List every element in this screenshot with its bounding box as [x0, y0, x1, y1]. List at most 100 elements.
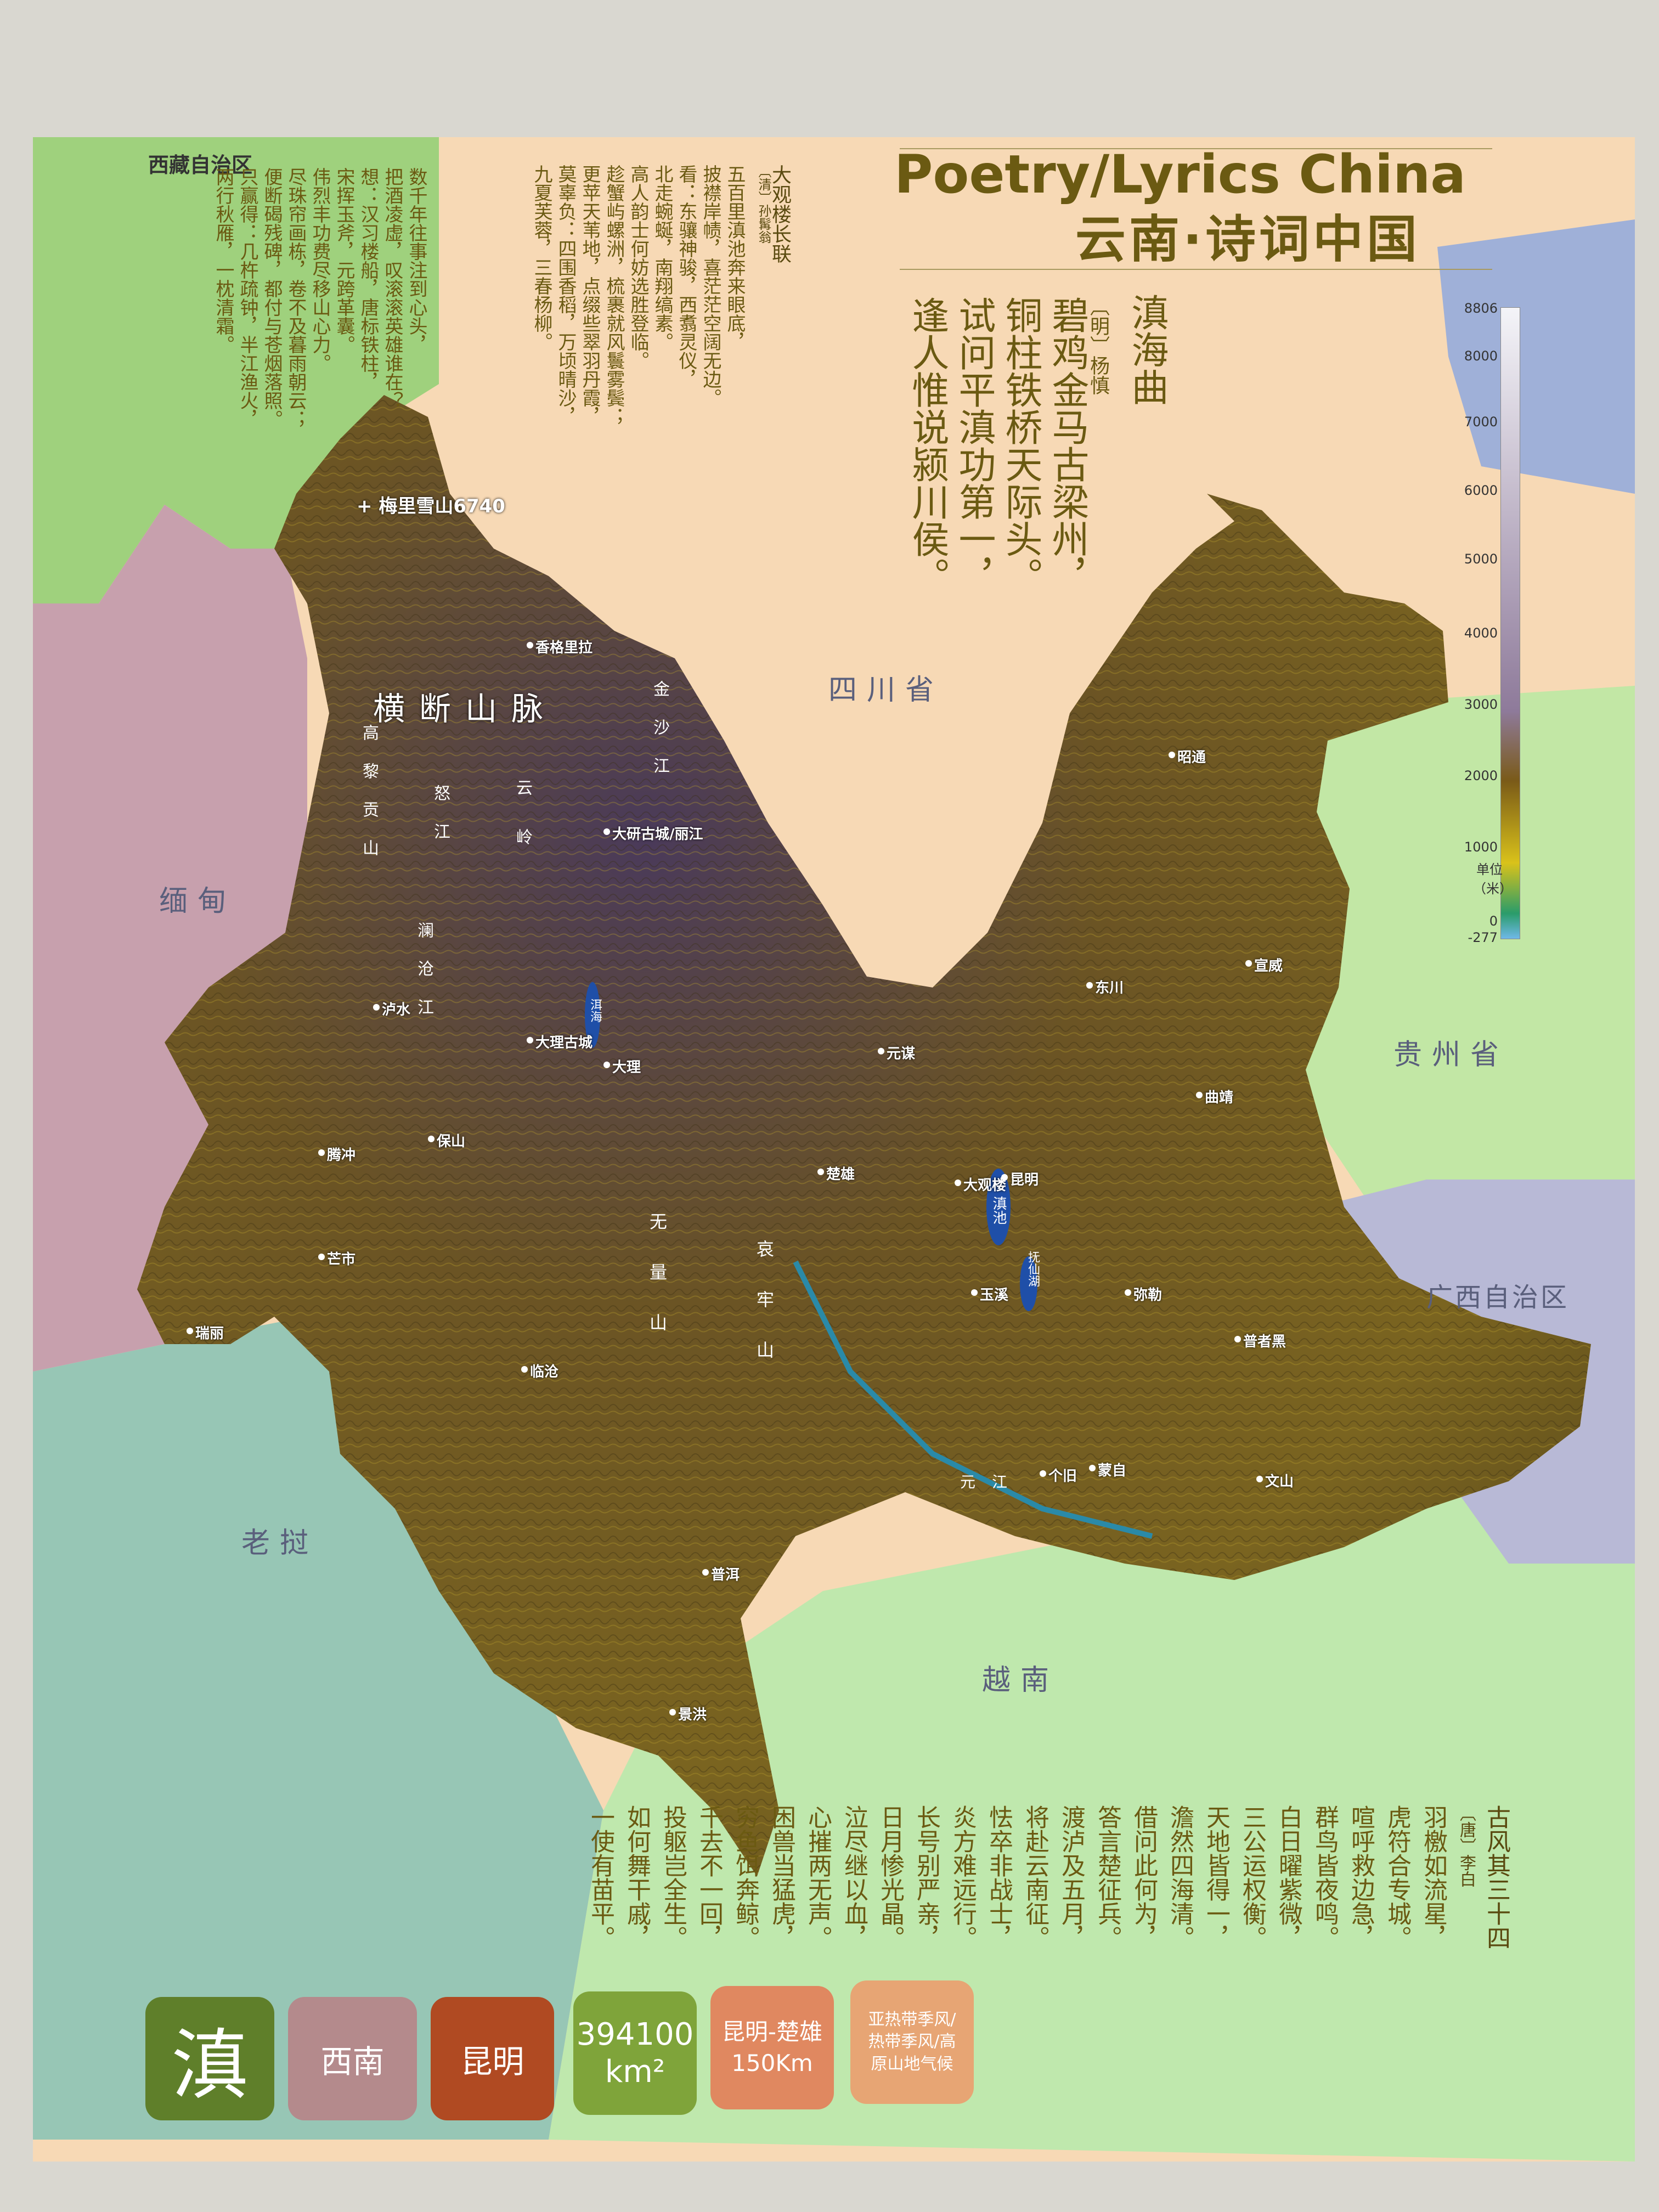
poem-daguanlou-line: 看：东骧神骏，西翥灵仪， — [675, 165, 697, 388]
poem-daguanlou-line: 五百里滇池奔来眼底， — [724, 165, 746, 351]
label-vietnam: 越南 — [982, 1664, 1059, 1697]
city-dot — [1001, 1174, 1008, 1181]
city-label: 泸水 — [382, 1002, 411, 1018]
poem-gufeng-line: 答言楚征兵。 — [1093, 1805, 1121, 1950]
legend-tick-label: 5000 — [1464, 551, 1498, 567]
city-dot — [1125, 1289, 1131, 1296]
city-dot — [702, 1569, 709, 1576]
badge-climate: 亚热带季风/热带季风/高原山地气候 — [850, 1980, 974, 2104]
poem-dianhai-line: 铜柱铁桥天际头。 — [998, 296, 1042, 595]
poem-gufeng-line: 群鸟皆夜鸣。 — [1311, 1805, 1339, 1950]
city-label: 大观楼 — [963, 1177, 1007, 1194]
poem-gufeng-line: 怯卒非战士， — [985, 1805, 1013, 1950]
poem-gufeng-author: 〔唐〕李白 — [1457, 1805, 1476, 1887]
poem-daguanlou-line: 只赢得：几杵疏钟，半江渔火， — [236, 167, 258, 428]
city-label: 腾冲 — [327, 1147, 356, 1164]
badge-route-name: 昆明-楚雄 — [721, 2018, 823, 2045]
poem-daguanlou-line: 便断碣残碑，都付与苍烟落照。 — [261, 167, 283, 428]
title-rule-bottom — [900, 269, 1492, 270]
label-jinsha: 金沙江 — [650, 680, 669, 795]
label-guizhou: 贵州省 — [1393, 1039, 1509, 1071]
poem-daguanlou-line: 伟烈丰功费尽移山心力。 — [309, 167, 331, 373]
city-label: 昭通 — [1177, 749, 1206, 766]
poem-daguanlou-line: 把酒凌虚，叹滚滚英雄谁在？ — [381, 167, 403, 410]
peak-meili: + 梅里雪山6740 — [357, 491, 505, 518]
legend-tick-label: -277 — [1468, 930, 1498, 945]
poem-gufeng-line: 将赴云南征。 — [1021, 1805, 1049, 1950]
badge-area: 394100 km² — [573, 1991, 697, 2115]
city-label: 蒙自 — [1098, 1463, 1127, 1479]
label-laos: 老挝 — [241, 1527, 319, 1560]
city-dot — [603, 1062, 610, 1068]
city-label: 芒市 — [327, 1251, 356, 1268]
city-label: 保山 — [437, 1133, 466, 1150]
region-edge-blue — [1437, 219, 1635, 494]
badge-abbreviation: 滇 — [145, 1997, 274, 2120]
river-yuanjiang — [793, 1260, 1153, 1539]
legend-tick-label: 4000 — [1464, 625, 1498, 641]
badge-region: 西南 — [288, 1997, 417, 2120]
title-english: Poetry/Lyrics China — [894, 144, 1466, 205]
legend-tick-label: 6000 — [1464, 483, 1498, 498]
label-hengduan-mountains: 横断山脉 — [373, 690, 558, 727]
city-dot — [187, 1328, 193, 1334]
city-label: 东川 — [1095, 980, 1124, 996]
peak-icon: + — [357, 495, 379, 517]
city-dot — [318, 1254, 325, 1260]
badge-capital: 昆明 — [431, 1997, 554, 2120]
legend-tick-label: 1000 — [1464, 839, 1498, 855]
label-nujiang: 怒江 — [431, 785, 450, 861]
poem-daguanlou-line: 尽珠帘画栋，卷不及暮雨朝云； — [285, 167, 307, 428]
poem-daguanlou-line: 高人韵士何妨选胜登临。 — [627, 165, 649, 370]
legend-tick-label: 3000 — [1464, 697, 1498, 712]
poem-gufeng-line: 三公运权衡。 — [1238, 1805, 1266, 1950]
city-dot — [1256, 1476, 1263, 1482]
poem-gufeng-line: 心摧两无声。 — [804, 1805, 832, 1950]
poem-gufeng-line: 日月惨光晶。 — [876, 1805, 904, 1950]
badge-area-unit: km² — [605, 2053, 665, 2090]
city-label: 大研古城/丽江 — [612, 826, 703, 843]
label-myanmar: 缅甸 — [159, 885, 236, 918]
elevation-legend-bar — [1500, 307, 1520, 939]
label-lake-fuxian: 抚仙湖 — [1026, 1251, 1040, 1287]
poem-daguanlou-line: 数千年往事注到心头， — [405, 167, 427, 354]
city-label: 香格里拉 — [535, 640, 593, 656]
legend-tick-label: 8806 — [1464, 301, 1498, 316]
poem-gufeng-line: 天地皆得一， — [1202, 1805, 1230, 1950]
label-yuanjiang: 元江 — [960, 1473, 1024, 1491]
poem-gufeng-line: 白日曜紫微， — [1274, 1805, 1302, 1950]
city-dot — [428, 1136, 435, 1142]
lake-fuxian — [1020, 1256, 1037, 1311]
label-tibet: 西藏自治区 — [148, 153, 253, 177]
city-dot — [971, 1289, 978, 1296]
city-dot — [373, 1004, 380, 1011]
poem-gufeng-line: 困兽当猛虎， — [768, 1805, 795, 1950]
poem-gufeng-line: 千去不一回， — [695, 1805, 723, 1950]
label-lake-dianchi: 滇池 — [990, 1196, 1007, 1224]
region-laos-area — [33, 1317, 603, 2140]
city-dot — [817, 1169, 824, 1175]
city-dot — [1089, 1465, 1096, 1471]
city-dot — [1169, 752, 1175, 758]
label-lancang: 澜沧江 — [414, 922, 433, 1037]
label-yunling: 云岭 — [513, 779, 532, 878]
city-label: 大理 — [612, 1059, 641, 1076]
poem-daguanlou-title: 大观楼长联 — [769, 165, 791, 263]
badge-route: 昆明-楚雄 150Km — [710, 1986, 834, 2109]
poem-gufeng-line: 如何舞干戚， — [623, 1805, 651, 1950]
label-gaoligong: 高黎贡山 — [359, 724, 379, 878]
lake-dianchi — [986, 1169, 1011, 1245]
city-label: 个旧 — [1048, 1468, 1077, 1485]
title-chinese: 云南·诗词中国 — [1075, 210, 1420, 269]
legend-tick-label: 0 — [1489, 913, 1498, 929]
city-dot — [521, 1366, 528, 1373]
city-dot — [527, 1037, 533, 1043]
label-lake-erhai: 洱海 — [588, 998, 602, 1023]
poem-dianhai-line: 逢人惟说颍川侯。 — [905, 296, 949, 595]
poem-daguanlou-line: 想：汉习楼船，唐标铁柱， — [357, 167, 379, 391]
city-label: 宣威 — [1254, 958, 1283, 974]
city-dot — [603, 828, 610, 835]
city-dot — [318, 1149, 325, 1156]
city-dot — [1245, 960, 1252, 967]
city-label: 玉溪 — [980, 1287, 1009, 1304]
